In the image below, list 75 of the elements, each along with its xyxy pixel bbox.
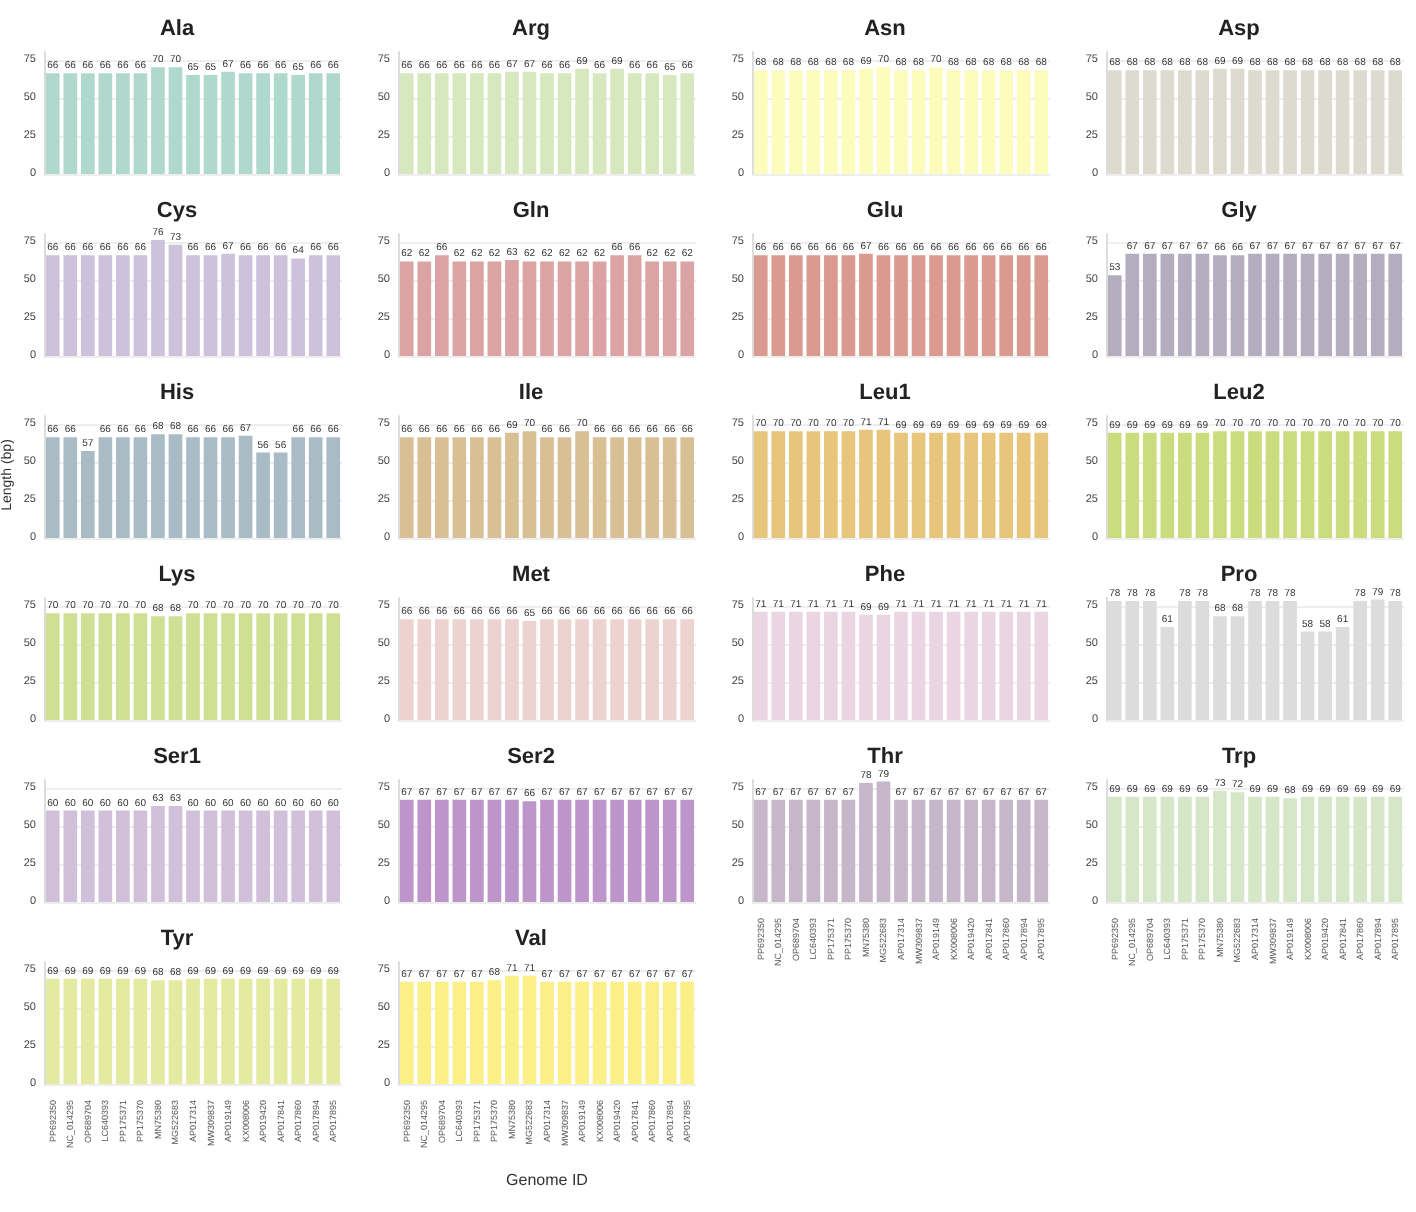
- bar: [291, 258, 306, 356]
- chart-title: Arg: [512, 17, 550, 41]
- chart-title: Val: [515, 927, 547, 951]
- bar: [859, 783, 873, 902]
- bar: [911, 799, 926, 902]
- bar: [238, 255, 253, 356]
- bar: [1142, 601, 1157, 720]
- bar: [133, 437, 148, 538]
- bar: [894, 799, 908, 902]
- bar: [999, 799, 1014, 902]
- bar: [238, 435, 253, 538]
- bar: [1265, 601, 1280, 720]
- bar: [1353, 601, 1368, 720]
- chart-title: Ser1: [153, 745, 201, 769]
- bar: [186, 437, 200, 538]
- bar: [151, 240, 165, 356]
- bar: [80, 451, 95, 538]
- bar: [929, 799, 943, 902]
- bar: [80, 255, 95, 356]
- chart-title: Pro: [1220, 563, 1258, 587]
- chart-title: Lys: [158, 563, 196, 587]
- bar: [1195, 601, 1210, 720]
- bar: [824, 799, 838, 902]
- chart-title: His: [159, 381, 195, 405]
- bar: [964, 799, 978, 902]
- chart-title: Gln: [512, 199, 550, 223]
- bar: [221, 253, 235, 356]
- bar: [1335, 626, 1350, 720]
- bar: [116, 437, 130, 538]
- bar: [1160, 626, 1175, 720]
- bar: [1248, 601, 1262, 720]
- chart-title: Ser2: [507, 745, 555, 769]
- bar: [788, 799, 803, 902]
- bar: [116, 255, 130, 356]
- bar: [203, 437, 218, 538]
- chart-title: Phe: [864, 563, 906, 587]
- chart-title: Trp: [1221, 745, 1257, 769]
- bar: [1318, 631, 1332, 720]
- chart-title: Asn: [864, 17, 907, 41]
- bar: [1178, 601, 1192, 720]
- bar: [841, 799, 856, 902]
- bar: [876, 781, 891, 902]
- chart-title: Met: [512, 563, 551, 587]
- bar: [151, 434, 165, 538]
- bar: [1283, 601, 1297, 720]
- bar: [273, 452, 288, 538]
- chart-title: Asp: [1218, 17, 1261, 41]
- chart-title: Gly: [1221, 199, 1259, 223]
- chart-title: Ile: [518, 381, 544, 405]
- bar: [256, 452, 270, 538]
- chart-title: Cys: [156, 199, 198, 223]
- x-axis-title: Genome ID: [506, 1171, 589, 1189]
- bar: [98, 437, 113, 538]
- bar: [291, 437, 306, 538]
- bar: [98, 255, 113, 356]
- bar: [221, 437, 235, 538]
- chart-title: Thr: [867, 745, 905, 769]
- bar: [806, 799, 821, 902]
- bar: [1230, 616, 1245, 720]
- chart-title: Tyr: [160, 927, 195, 951]
- bar: [1213, 616, 1227, 720]
- bar: [946, 799, 961, 902]
- bar: [186, 255, 200, 356]
- bar: [981, 799, 996, 902]
- chart-title: Leu2: [1213, 381, 1265, 405]
- bar: [203, 255, 218, 356]
- bar: [1300, 631, 1315, 720]
- bar: [273, 255, 288, 356]
- bar: [168, 244, 183, 356]
- chart-title: Ala: [159, 17, 196, 41]
- chart-title: Glu: [866, 199, 904, 223]
- bar: [133, 255, 148, 356]
- bar: [256, 255, 270, 356]
- chart-title: Leu1: [859, 381, 911, 405]
- bar: [168, 434, 183, 538]
